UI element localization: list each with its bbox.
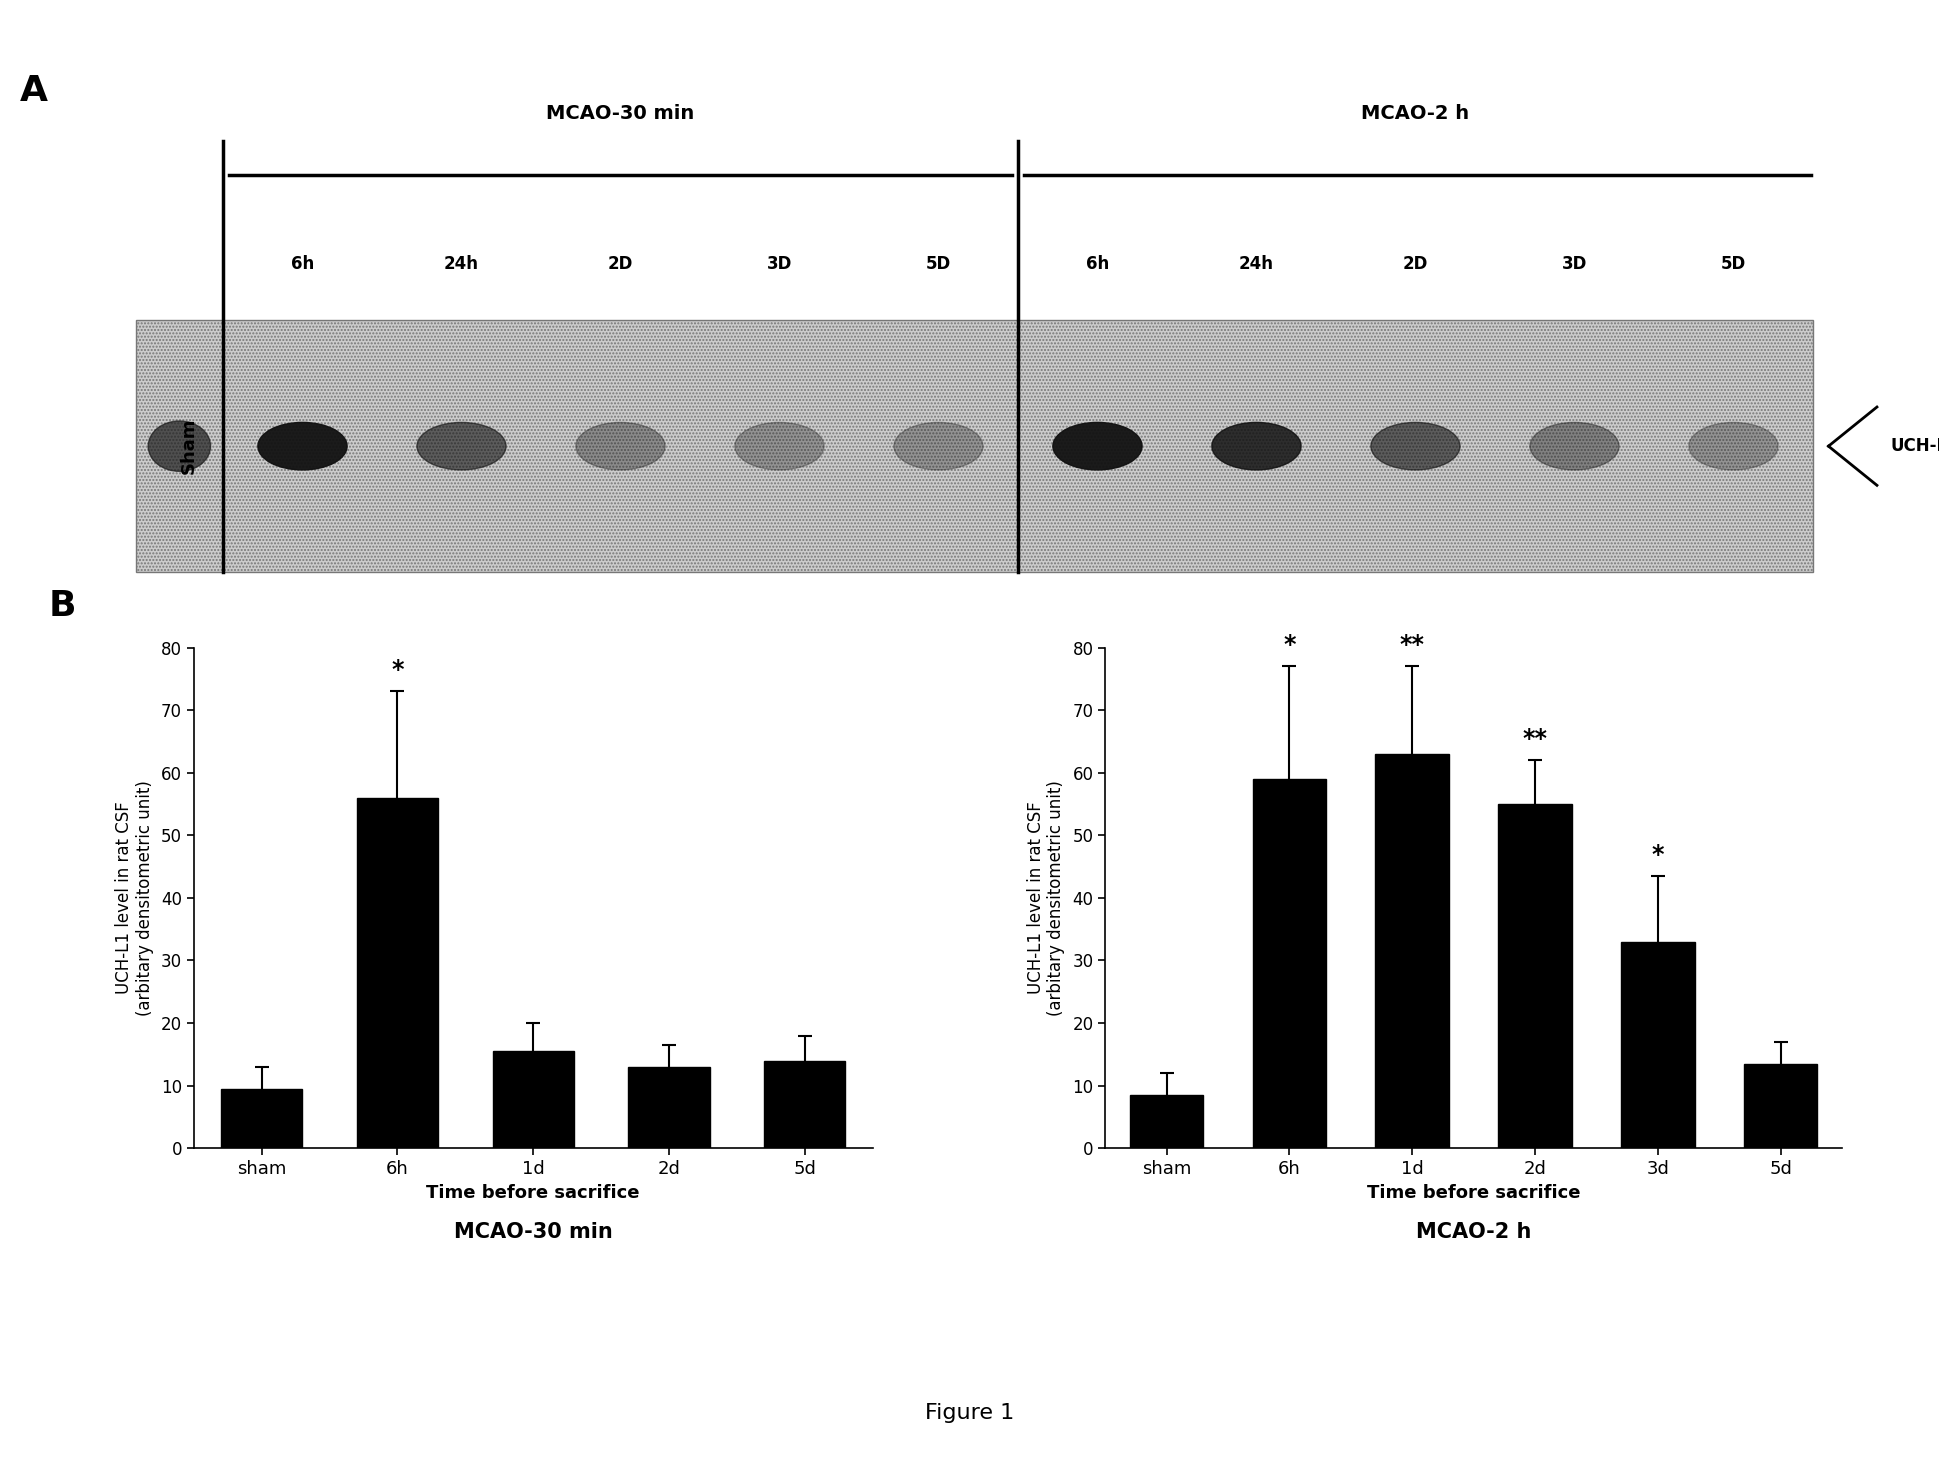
Bar [628, 1067, 710, 1148]
Ellipse shape [1053, 422, 1142, 470]
Text: MCAO-2 h: MCAO-2 h [1361, 105, 1470, 122]
Text: MCAO-30 min: MCAO-30 min [547, 105, 694, 122]
Text: **: ** [1522, 727, 1547, 751]
Bar [1253, 779, 1326, 1148]
Ellipse shape [1689, 422, 1778, 470]
Ellipse shape [258, 422, 347, 470]
Text: 2D: 2D [607, 255, 634, 274]
Text: *: * [1284, 633, 1295, 657]
Bar [764, 1060, 845, 1148]
Text: A: A [19, 74, 47, 107]
Text: 6h: 6h [291, 255, 314, 274]
Text: 3D: 3D [766, 255, 793, 274]
Bar [1621, 942, 1695, 1148]
Text: UCH-L1: UCH-L1 [1891, 437, 1939, 455]
Y-axis label: UCH-L1 level in rat CSF
(arbitary densitometric unit): UCH-L1 level in rat CSF (arbitary densit… [114, 780, 153, 1016]
Ellipse shape [1371, 422, 1460, 470]
Text: MCAO-2 h: MCAO-2 h [1415, 1222, 1532, 1242]
X-axis label: Time before sacrifice: Time before sacrifice [1367, 1183, 1580, 1201]
Text: Figure 1: Figure 1 [925, 1403, 1014, 1423]
Text: Sham: Sham [180, 418, 198, 474]
Bar [1130, 1095, 1204, 1148]
Bar [136, 321, 1813, 573]
Text: 5D: 5D [925, 255, 952, 274]
Ellipse shape [1212, 422, 1301, 470]
Ellipse shape [894, 422, 983, 470]
Bar [493, 1051, 574, 1148]
Text: B: B [48, 589, 76, 623]
Ellipse shape [1530, 422, 1619, 470]
Bar [1499, 804, 1573, 1148]
Text: 6h: 6h [1086, 255, 1109, 274]
Text: 24h: 24h [1239, 255, 1274, 274]
Text: 3D: 3D [1561, 255, 1588, 274]
Text: 2D: 2D [1402, 255, 1429, 274]
Y-axis label: UCH-L1 level in rat CSF
(arbitary densitometric unit): UCH-L1 level in rat CSF (arbitary densit… [1026, 780, 1065, 1016]
Bar [1743, 1064, 1817, 1148]
Text: 5D: 5D [1720, 255, 1747, 274]
Ellipse shape [417, 422, 506, 470]
Text: 24h: 24h [444, 255, 479, 274]
Bar [221, 1089, 302, 1148]
Text: *: * [392, 658, 403, 682]
Text: **: ** [1400, 633, 1425, 657]
Ellipse shape [576, 422, 665, 470]
Ellipse shape [147, 421, 211, 471]
Bar [1375, 754, 1448, 1148]
Bar [357, 798, 438, 1148]
Ellipse shape [735, 422, 824, 470]
Text: MCAO-30 min: MCAO-30 min [454, 1222, 613, 1242]
Text: *: * [1652, 842, 1664, 867]
X-axis label: Time before sacrifice: Time before sacrifice [427, 1183, 640, 1201]
